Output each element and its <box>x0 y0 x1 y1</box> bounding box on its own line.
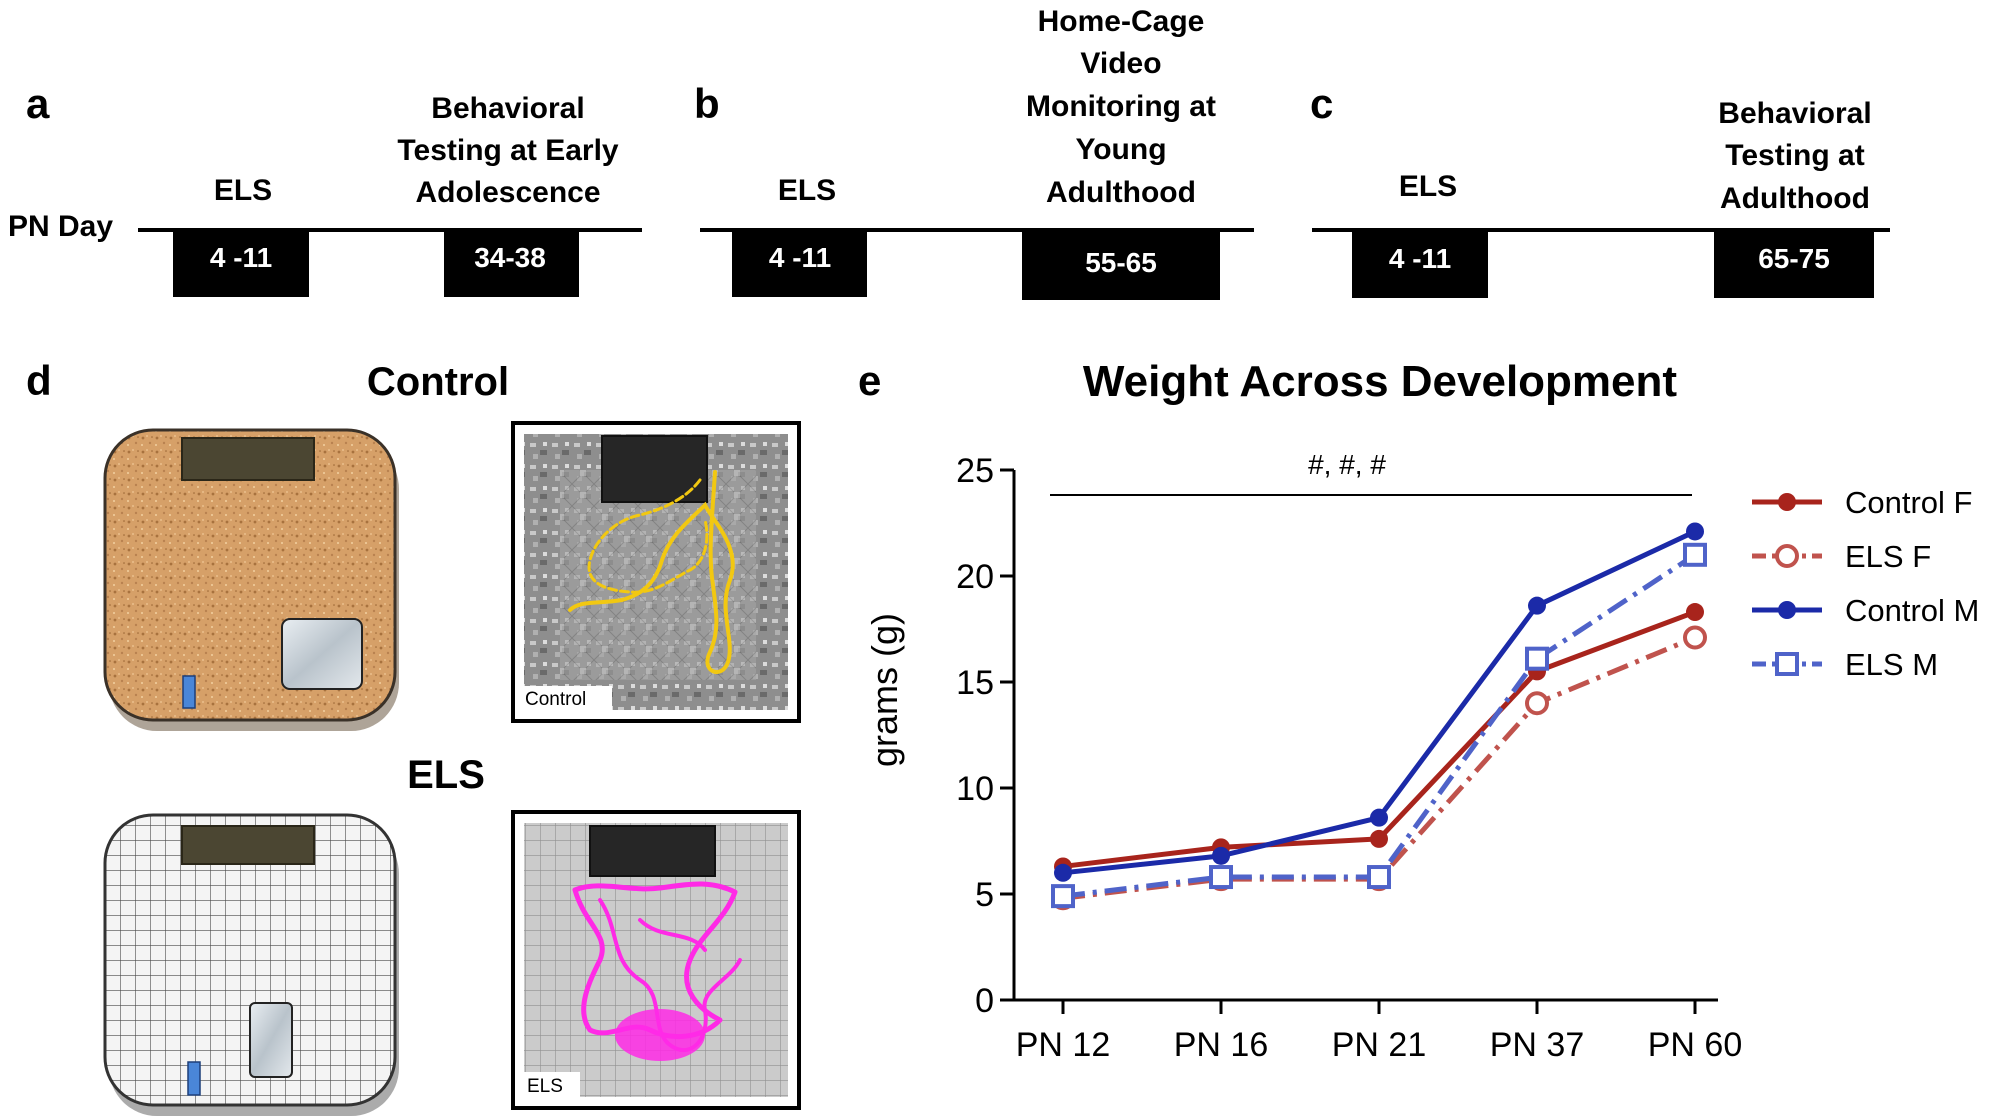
data-point-els-m <box>1209 865 1233 890</box>
timeline-a-els-box <box>173 230 309 297</box>
timeline-c-els-box <box>1352 230 1488 298</box>
legend-marker-control-m <box>1778 601 1796 619</box>
panel-d-letter: d <box>26 357 52 404</box>
legend-label-els-f: ELS F <box>1845 539 1931 574</box>
series-line-control-f <box>1062 609 1696 869</box>
panel-e-letter: e <box>858 357 881 404</box>
y-tick-label: 25 <box>956 452 994 490</box>
timeline-b-video-label-5: Adulthood <box>1046 176 1196 209</box>
series-line-els-f <box>1062 635 1696 901</box>
timeline-c-testing-label-1: Behavioral <box>1718 97 1871 130</box>
data-point-els-m <box>1367 865 1391 890</box>
panel-e: e Weight Across Development grams (g) #,… <box>858 357 1979 1064</box>
data-point-els-m <box>1051 884 1075 909</box>
data-point-control-m <box>1370 808 1388 827</box>
els-condition-title: ELS <box>407 753 485 797</box>
timeline-b-video-label-3: Monitoring at <box>1026 90 1216 123</box>
panel-b: b ELS 4 -11 Home-Cage Video Monitoring a… <box>694 5 1254 300</box>
control-condition-title: Control <box>367 360 509 404</box>
control-photo-label: Control <box>525 689 586 710</box>
panel-a: a PN Day ELS 4 -11 Behavioral Testing at… <box>8 80 642 297</box>
data-point-control-m <box>1686 522 1704 541</box>
y-tick-label: 20 <box>956 558 994 596</box>
chart-axes: 0 5 10 15 20 25 PN 12 PN 16 PN 21 PN 37 PN 60 <box>956 452 1742 1064</box>
legend-label-control-m: Control M <box>1845 593 1979 628</box>
timeline-a-els-label: ELS <box>214 174 272 207</box>
timeline-b-video-box <box>1022 230 1220 300</box>
timeline-c-testing-label-2: Testing at <box>1725 139 1864 172</box>
food-hopper-photo-els <box>589 825 716 877</box>
timeline-b-els-label: ELS <box>778 174 836 207</box>
timeline-c-testing-box <box>1714 230 1874 298</box>
nestlet-icon <box>281 618 363 690</box>
timeline-b-els-box <box>732 230 867 297</box>
x-tick-label: PN 60 <box>1648 1026 1743 1064</box>
data-point-control-f <box>1686 603 1704 622</box>
data-point-control-m <box>1528 596 1546 615</box>
legend-marker-els-m <box>1775 652 1799 676</box>
timeline-b-els-days: 4 -11 <box>769 242 831 273</box>
panel-d: d Control ELS Control <box>26 357 801 1116</box>
panel-b-letter: b <box>694 80 720 127</box>
legend-label-els-m: ELS M <box>1845 647 1938 682</box>
control-cage-schematic <box>103 428 399 731</box>
wire-mesh-floor <box>103 813 397 1107</box>
legend-label-control-f: Control F <box>1845 485 1972 520</box>
panel-c: c ELS 4 -11 Behavioral Testing at Adulth… <box>1310 80 1890 298</box>
data-point-els-f <box>1525 691 1549 716</box>
significance-annotation: #, #, # <box>1308 449 1386 480</box>
timeline-b-video-days: 55-65 <box>1085 247 1157 278</box>
timeline-c-els-days: 4 -11 <box>1389 243 1451 274</box>
panel-c-letter: c <box>1310 80 1333 127</box>
water-bottle-icon <box>182 675 196 709</box>
data-point-els-m <box>1683 542 1707 567</box>
water-bottle-icon-els <box>187 1061 201 1096</box>
y-tick-label: 15 <box>956 664 994 702</box>
control-movement-track <box>568 470 735 674</box>
pn-day-axis-label: PN Day <box>8 210 113 243</box>
chart-title: Weight Across Development <box>1083 357 1677 406</box>
x-tick-label: PN 37 <box>1490 1026 1585 1064</box>
els-movement-track <box>572 881 738 1040</box>
x-tick-label: PN 16 <box>1174 1026 1269 1064</box>
timeline-a-testing-box <box>444 230 579 297</box>
data-point-control-m <box>1054 863 1072 882</box>
legend-marker-els-f <box>1775 544 1799 568</box>
data-point-control-m <box>1212 846 1230 865</box>
y-tick-label: 10 <box>956 770 994 808</box>
timeline-a-els-days: 4 -11 <box>210 242 272 273</box>
timeline-a-testing-label-1: Behavioral <box>431 92 584 125</box>
food-hopper-icon <box>181 437 315 481</box>
els-tracking-photo: ELS <box>511 810 801 1110</box>
reduced-nestlet-icon <box>249 1002 293 1078</box>
x-tick-label: PN 12 <box>1016 1026 1111 1064</box>
timeline-a-testing-days: 34-38 <box>474 242 546 273</box>
chart-legend: Control F ELS F Control M ELS M <box>1752 485 1979 682</box>
timeline-c-els-label: ELS <box>1399 170 1457 203</box>
y-axis-label: grams (g) <box>864 613 905 767</box>
food-hopper-photo <box>601 435 708 503</box>
els-cage-schematic <box>103 813 399 1116</box>
panel-a-letter: a <box>26 80 50 127</box>
data-point-els-m <box>1525 646 1549 671</box>
y-tick-label: 5 <box>975 876 994 914</box>
y-tick-label: 0 <box>975 982 994 1020</box>
food-hopper-icon-els <box>181 825 315 865</box>
data-point-els-f <box>1683 625 1707 650</box>
timeline-a-testing-label-3: Adolescence <box>415 176 600 209</box>
control-tracking-photo: Control <box>511 421 801 723</box>
data-point-control-f <box>1370 829 1388 848</box>
timeline-c-testing-label-3: Adulthood <box>1720 182 1870 215</box>
els-photo-label: ELS <box>527 1076 563 1097</box>
timeline-b-video-label-4: Young <box>1075 133 1166 166</box>
legend-marker-control-f <box>1778 493 1796 511</box>
x-tick-label: PN 21 <box>1332 1026 1427 1064</box>
timeline-b-video-label-1: Home-Cage <box>1038 5 1205 38</box>
timeline-c-testing-days: 65-75 <box>1758 243 1830 274</box>
chart-series <box>1051 522 1707 911</box>
timeline-b-video-label-2: Video <box>1080 47 1161 80</box>
series-line-els-m <box>1062 552 1697 899</box>
timeline-a-testing-label-2: Testing at Early <box>397 134 618 167</box>
